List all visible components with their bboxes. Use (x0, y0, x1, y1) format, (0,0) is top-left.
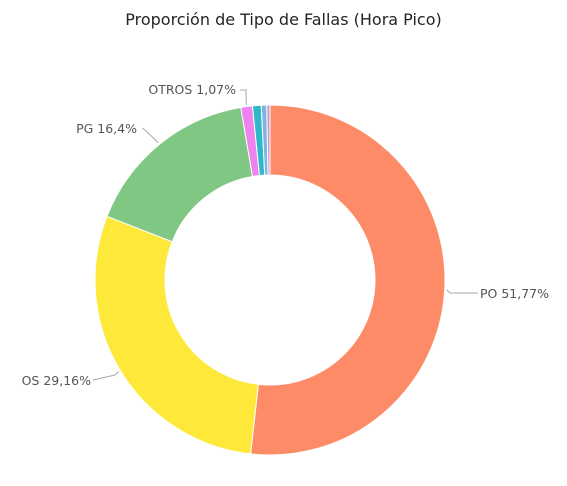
chart-title: Proporción de Tipo de Fallas (Hora Pico) (125, 10, 442, 29)
slice-po[interactable] (250, 104, 446, 456)
data-label-os: OS 29,16% (22, 373, 92, 388)
leader-line-otros (240, 89, 247, 105)
data-label-pg: PG 16,4% (76, 121, 137, 136)
leader-line-pg (141, 127, 159, 144)
slice-minor-6[interactable] (266, 104, 271, 176)
data-label-otros: OTROS 1,07% (148, 82, 236, 97)
slice-os[interactable] (94, 215, 259, 455)
data-label-po: PO 51,77% (480, 286, 549, 301)
leader-line-po (446, 289, 478, 294)
leader-line-os (92, 371, 119, 381)
